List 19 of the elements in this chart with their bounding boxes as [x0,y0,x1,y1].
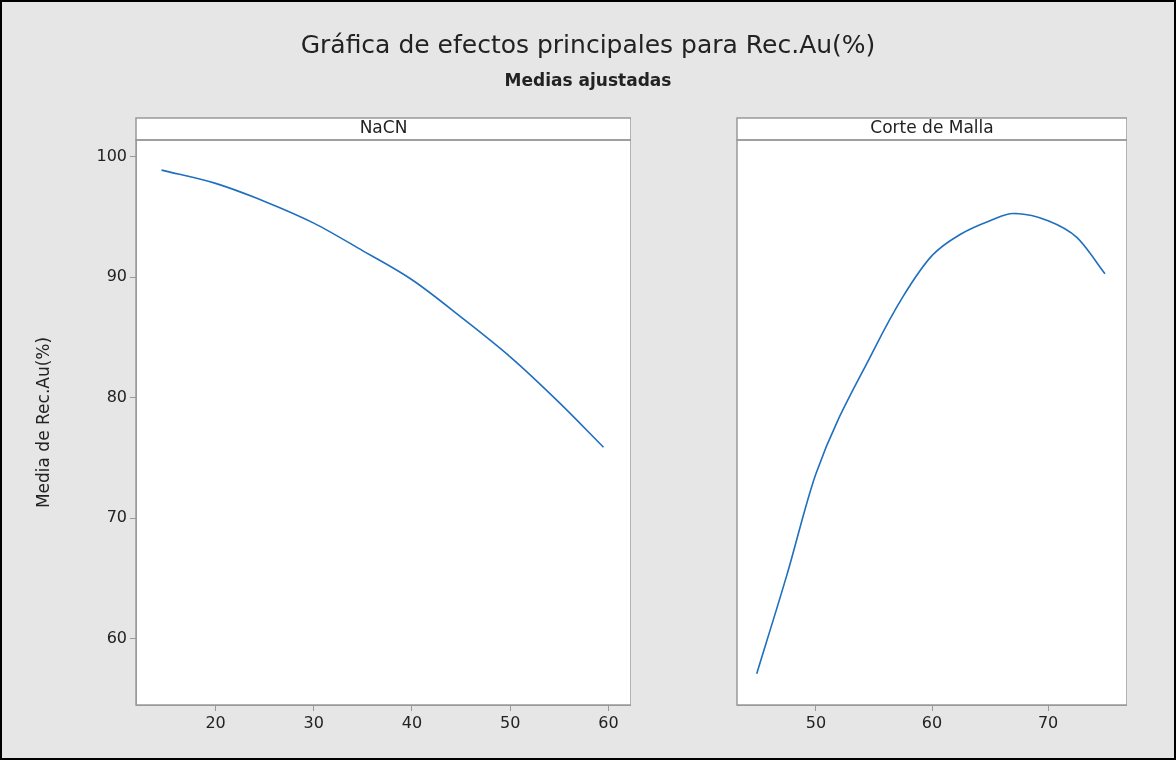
x-tick-label: 40 [401,712,423,732]
y-axis-title: Media de Rec.Au(%) [32,336,53,509]
y-tick-label: 60 [106,627,127,647]
x-tick-label: 60 [598,712,619,732]
x-tick-label: 20 [205,712,226,732]
x-tick-label: 70 [1037,712,1059,732]
x-tick-label: 50 [805,712,827,732]
x-axis-title: Corte de Malla [870,117,994,138]
y-tick-label: 100 [96,146,127,166]
y-tick-label: 70 [106,507,127,527]
chart-subtitle: Medias ajustadas [503,70,673,90]
line-series [160,169,605,448]
x-axis-title: NaCN [359,117,408,138]
x-tick-label: 30 [303,712,324,732]
y-tick-label: 80 [106,386,127,406]
chart-title: Gráfica de efectos principales para Rec.Au(%) [299,30,877,59]
y-tick-label: 90 [106,266,127,286]
x-tick-label: 50 [500,712,521,732]
x-tick-label: 60 [921,712,943,732]
